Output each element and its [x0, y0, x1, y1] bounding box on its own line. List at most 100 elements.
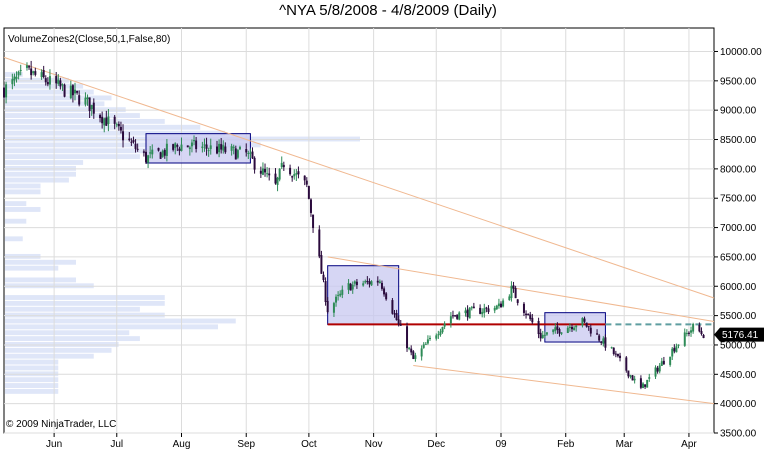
- volume-profile-bar: [5, 377, 59, 383]
- candle-body: [318, 229, 321, 257]
- candle-body: [600, 341, 603, 343]
- candle-body: [259, 170, 262, 174]
- candle-body: [13, 76, 16, 81]
- candle-body: [435, 335, 438, 339]
- candle-body: [349, 283, 352, 291]
- candle-body: [598, 335, 601, 341]
- candle-body: [132, 140, 135, 143]
- volume-profile-bar: [5, 383, 59, 388]
- candle-body: [332, 303, 335, 313]
- candle-body: [583, 318, 586, 322]
- candle-body: [560, 332, 563, 334]
- candle-body: [247, 153, 250, 155]
- volume-profile-bar: [5, 207, 41, 212]
- candle-body: [59, 80, 62, 87]
- candle-body: [451, 315, 454, 317]
- candle-body: [17, 71, 20, 76]
- candle-body: [366, 280, 369, 282]
- candle-body: [264, 168, 267, 173]
- candle-body: [234, 148, 237, 160]
- last-price-value: 5176.41: [722, 330, 759, 341]
- candle-body: [245, 149, 248, 153]
- candle-body: [90, 104, 93, 109]
- candle-body: [654, 367, 657, 377]
- volume-profile-bar: [5, 347, 112, 353]
- candle-body: [157, 147, 160, 151]
- y-tick-label: 9500.00: [720, 76, 757, 87]
- candle-body: [479, 307, 482, 314]
- candle-body: [414, 355, 417, 359]
- candle-body: [339, 293, 342, 296]
- candle-body: [205, 144, 208, 149]
- candle-body: [230, 146, 233, 151]
- candle-body: [209, 145, 212, 150]
- candle-body: [107, 116, 110, 125]
- candle-body: [34, 71, 37, 75]
- candle-body: [134, 143, 137, 149]
- candle-body: [429, 337, 431, 339]
- candle-body: [117, 123, 120, 127]
- volume-profile-bar: [5, 253, 41, 259]
- candle-body: [408, 347, 411, 349]
- candle-body: [122, 131, 125, 141]
- candle-body: [495, 305, 498, 310]
- candle-body: [293, 174, 296, 177]
- candle-body: [347, 283, 350, 290]
- candle-body: [687, 332, 690, 334]
- volume-profile-bar: [5, 142, 261, 148]
- candle-body: [619, 355, 622, 359]
- candle-body: [397, 319, 400, 324]
- candle-body: [253, 157, 256, 170]
- candle-body: [497, 303, 500, 307]
- candle-body: [671, 348, 674, 357]
- volume-profile-bar: [5, 201, 27, 207]
- y-tick-label: 10000.00: [720, 47, 762, 58]
- candle-body: [468, 307, 471, 319]
- candle-body: [78, 95, 81, 105]
- candle-body: [604, 337, 607, 348]
- candle-body: [700, 331, 703, 335]
- candle-body: [500, 303, 502, 308]
- candle-body: [282, 164, 285, 168]
- candle-body: [161, 150, 164, 157]
- candle-body: [119, 126, 122, 131]
- candle-body: [458, 312, 461, 320]
- candle-body: [675, 346, 678, 353]
- candle-body: [698, 325, 701, 332]
- candle-body: [261, 168, 264, 175]
- candle-body: [130, 141, 133, 143]
- candle-body: [297, 171, 300, 175]
- candle-body: [103, 118, 106, 126]
- y-tick-label: 4000.00: [720, 399, 757, 410]
- candle-body: [552, 329, 555, 333]
- candle-body: [420, 348, 423, 357]
- candle-body: [25, 65, 28, 68]
- x-tick-label: Oct: [301, 439, 317, 450]
- candle-body: [353, 281, 356, 284]
- candle-body: [426, 339, 429, 344]
- candle-body: [644, 384, 647, 387]
- candle-body: [176, 144, 179, 147]
- plot-area: [3, 27, 715, 434]
- volume-profile-bar: [5, 318, 236, 324]
- volume-profile-bar: [5, 160, 84, 165]
- candle-body: [483, 308, 486, 313]
- candle-body: [15, 76, 18, 79]
- candle-body: [92, 102, 95, 114]
- candle-body: [370, 281, 373, 286]
- candle-body: [541, 334, 544, 339]
- candle-body: [355, 281, 358, 286]
- last-price-badge: 5176.41: [714, 327, 764, 342]
- candle-body: [289, 167, 292, 175]
- trend-line: [413, 365, 715, 405]
- volume-profile-bar: [5, 295, 165, 300]
- candle-body: [178, 148, 181, 151]
- candle-body: [472, 306, 475, 309]
- candle-body: [320, 255, 323, 274]
- candle-body: [395, 313, 398, 321]
- volume-profile-bar: [5, 388, 59, 394]
- candle-body: [422, 344, 425, 348]
- candle-body: [180, 144, 183, 151]
- candle-body: [86, 97, 89, 99]
- candle-body: [232, 146, 235, 148]
